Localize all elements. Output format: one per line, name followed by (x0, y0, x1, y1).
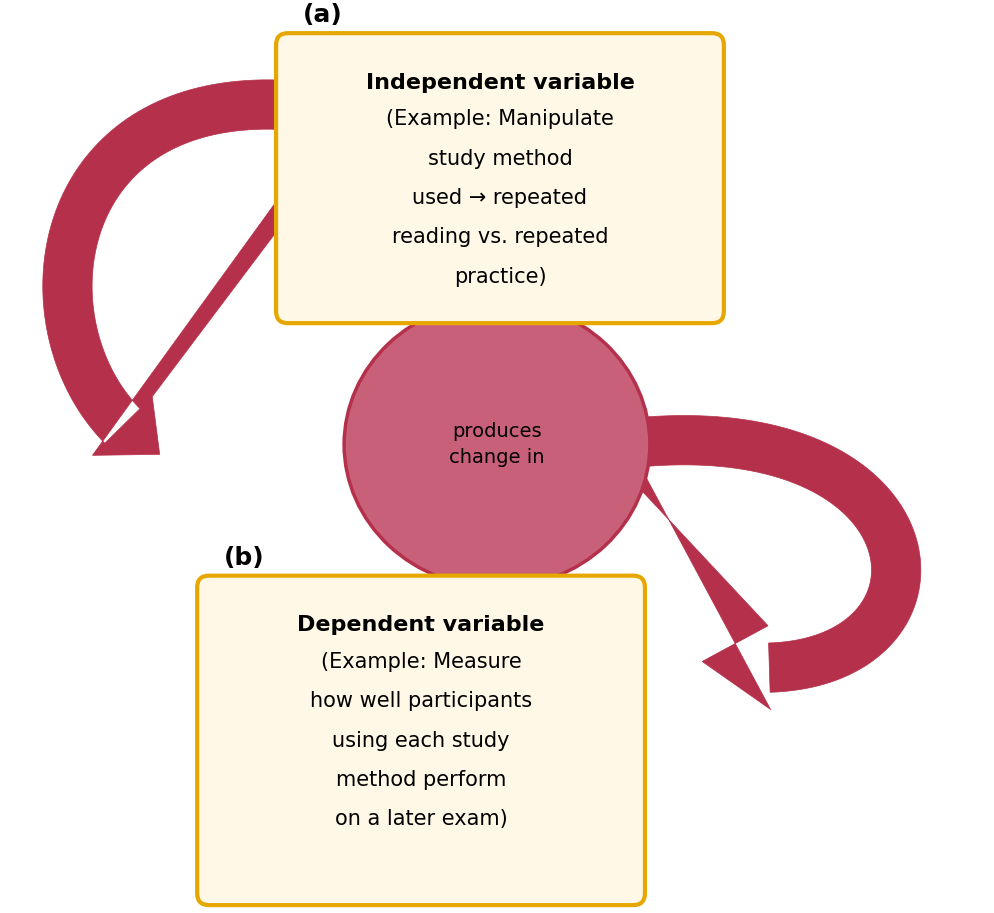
Text: on a later exam): on a later exam) (334, 810, 507, 829)
Text: (Example: Manipulate: (Example: Manipulate (386, 110, 613, 129)
Text: Dependent variable: Dependent variable (297, 615, 544, 635)
Text: (b): (b) (224, 546, 264, 570)
Ellipse shape (344, 301, 649, 587)
Text: how well participants: how well participants (310, 691, 532, 711)
Text: (Example: Measure: (Example: Measure (320, 652, 521, 672)
Text: reading vs. repeated: reading vs. repeated (392, 227, 607, 247)
Text: study method: study method (427, 149, 572, 169)
Text: practice): practice) (453, 267, 546, 287)
FancyBboxPatch shape (197, 576, 644, 905)
Text: method perform: method perform (336, 770, 506, 790)
FancyBboxPatch shape (275, 33, 724, 323)
Text: produces
change in: produces change in (449, 422, 544, 467)
Polygon shape (614, 415, 919, 709)
Text: Independent variable: Independent variable (365, 73, 634, 92)
Text: (a): (a) (302, 4, 342, 27)
Text: used → repeated: used → repeated (413, 188, 586, 208)
Text: using each study: using each study (332, 730, 509, 750)
Polygon shape (43, 79, 357, 456)
